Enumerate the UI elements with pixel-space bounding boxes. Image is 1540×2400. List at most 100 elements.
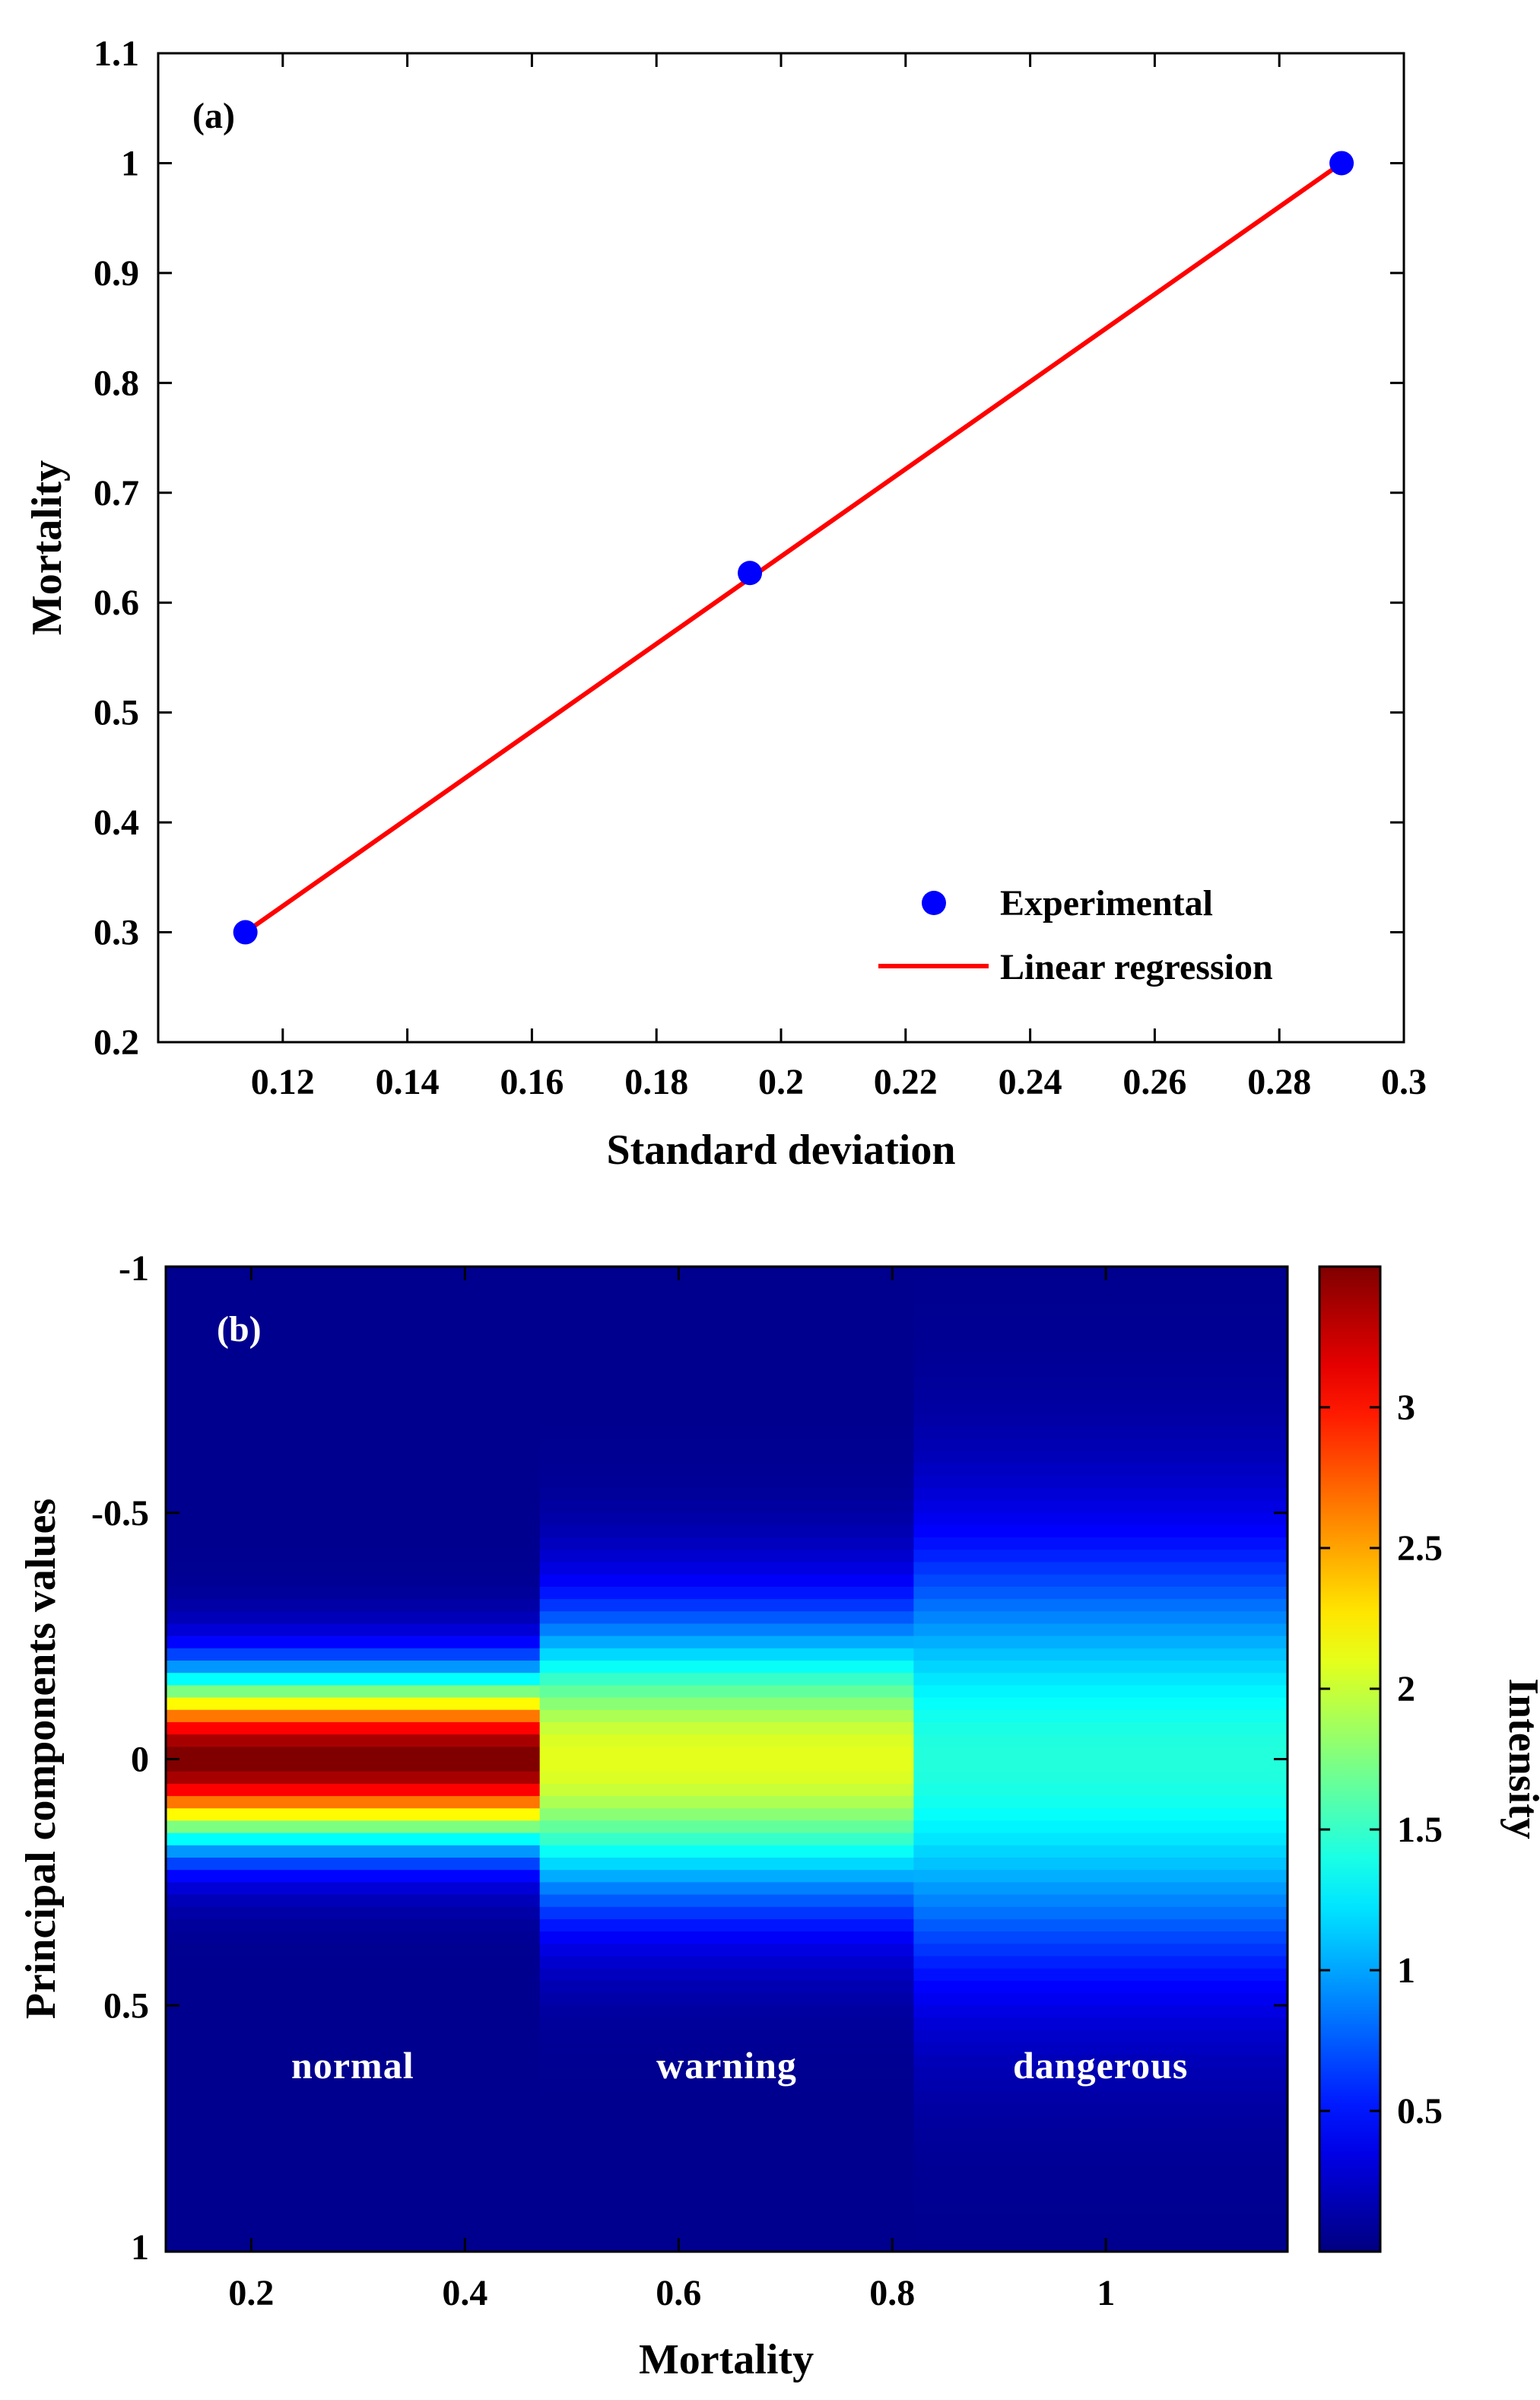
heatmap-cell bbox=[166, 1661, 541, 1674]
heatmap-cell bbox=[166, 1315, 541, 1329]
panel-a-x-axis-title: Standard deviation bbox=[607, 1127, 956, 1174]
heatmap-cell bbox=[539, 1353, 914, 1366]
heatmap-cell bbox=[913, 1574, 1288, 1588]
heatmap-cell bbox=[913, 2190, 1288, 2203]
y-tick-label: 0.8 bbox=[94, 363, 139, 403]
heatmap-cell bbox=[166, 1464, 541, 1477]
heatmap-cell bbox=[539, 1845, 914, 1858]
heatmap-cell bbox=[539, 1918, 914, 1932]
heatmap-cell bbox=[539, 1894, 914, 1908]
panel-b-y-axis-title: Principal components values bbox=[17, 1499, 65, 2019]
x-tick-label: 0.12 bbox=[251, 1062, 315, 1102]
heatmap-cell bbox=[539, 1635, 914, 1649]
heatmap-cell bbox=[539, 1574, 914, 1588]
heatmap-cell bbox=[539, 1315, 914, 1329]
heatmap-cell bbox=[913, 1747, 1288, 1760]
heatmap-cell bbox=[166, 1488, 541, 1502]
heatmap-cell bbox=[913, 1426, 1288, 1440]
legend-experimental-marker bbox=[922, 891, 946, 915]
heatmap-cell bbox=[539, 1721, 914, 1735]
heatmap-cell bbox=[913, 2141, 1288, 2154]
heatmap-cell bbox=[913, 2055, 1288, 2068]
heatmap-cell bbox=[913, 2165, 1288, 2179]
heatmap-cell bbox=[166, 2153, 541, 2166]
heatmap-cell bbox=[913, 1315, 1288, 1329]
heatmap-cell bbox=[913, 1291, 1288, 1305]
heatmap-cell bbox=[913, 1968, 1288, 1982]
heatmap-cell bbox=[539, 1882, 914, 1896]
heatmap-cell bbox=[539, 2177, 914, 2191]
heatmap-cell bbox=[913, 1870, 1288, 1883]
heatmap-cell bbox=[166, 1476, 541, 1489]
heatmap-cell bbox=[166, 1389, 541, 1403]
heatmap-cell bbox=[913, 1956, 1288, 1969]
panel-b-colorbar: 0.5 1 1.5 2 2.5 3 Intensity bbox=[1318, 1265, 1540, 2253]
y-tick-label: 1.1 bbox=[94, 33, 139, 74]
colorbar-tick-label: 1 bbox=[1397, 1950, 1415, 1991]
heatmap-cell bbox=[166, 2017, 541, 2031]
heatmap-cell bbox=[166, 1833, 541, 1846]
heatmap-cell bbox=[166, 1845, 541, 1858]
heatmap-cell bbox=[913, 1796, 1288, 1809]
heatmap-cell bbox=[539, 1661, 914, 1674]
heatmap-cell bbox=[539, 1648, 914, 1661]
heatmap-cell bbox=[539, 1426, 914, 1440]
y-tick-label: 0.9 bbox=[94, 253, 139, 294]
heatmap-cell bbox=[539, 1833, 914, 1846]
heatmap-cell bbox=[913, 1771, 1288, 1785]
legend-experimental-label: Experimental bbox=[1000, 883, 1213, 923]
heatmap-cell bbox=[539, 1956, 914, 1969]
heatmap-cell bbox=[913, 1279, 1288, 1292]
heatmap-cell bbox=[913, 2128, 1288, 2141]
colorbar-tick-label: 1.5 bbox=[1397, 1810, 1443, 1850]
heatmap-cell bbox=[913, 2005, 1288, 2019]
heatmap-cell bbox=[166, 1537, 541, 1550]
heatmap-cell bbox=[539, 1796, 914, 1809]
heatmap-cell bbox=[913, 1500, 1288, 1514]
heatmap-cell bbox=[166, 2190, 541, 2203]
colorbar-tick-label: 3 bbox=[1397, 1388, 1415, 1428]
heatmap-cell bbox=[539, 1820, 914, 1834]
heatmap-cell bbox=[166, 1858, 541, 1871]
heatmap-cell bbox=[166, 1611, 541, 1625]
heatmap-cell bbox=[913, 1327, 1288, 1341]
heatmap-cell bbox=[539, 1389, 914, 1403]
x-tick-label: 0.2 bbox=[758, 1062, 804, 1102]
heatmap-cell bbox=[913, 1783, 1288, 1797]
heatmap-cell bbox=[539, 2165, 914, 2179]
heatmap-cell bbox=[166, 1586, 541, 1600]
heatmap-cell bbox=[539, 1512, 914, 1526]
heatmap-cell bbox=[166, 1734, 541, 1747]
heatmap-cell bbox=[166, 2091, 541, 2105]
heatmap-cell bbox=[539, 1550, 914, 1563]
heatmap-cell bbox=[166, 1414, 541, 1428]
heatmap-cell bbox=[166, 1438, 541, 1452]
heatmap-cell bbox=[539, 1968, 914, 1982]
heatmap-cell bbox=[539, 1931, 914, 1944]
heatmap-cell bbox=[166, 2055, 541, 2068]
heatmap-cell bbox=[539, 1697, 914, 1711]
heatmap-cell bbox=[913, 1845, 1288, 1858]
y-tick-label: 0.5 bbox=[103, 1985, 149, 2026]
heatmap-cell bbox=[166, 1635, 541, 1649]
heatmap-cell bbox=[166, 1993, 541, 2006]
heatmap-cell bbox=[913, 2079, 1288, 2093]
heatmap-cell bbox=[913, 1488, 1288, 1502]
heatmap-cell bbox=[913, 1882, 1288, 1896]
x-tick-label: 0.16 bbox=[500, 1062, 564, 1102]
heatmap-cell bbox=[166, 1906, 541, 1920]
panel-b-zone-labels: normal warning dangerous bbox=[291, 2044, 1187, 2087]
x-tick-label: 0.26 bbox=[1122, 1062, 1186, 1102]
panel-a-y-axis-title: Mortality bbox=[24, 460, 71, 635]
heatmap-cell bbox=[539, 1500, 914, 1514]
heatmap-cell bbox=[539, 1327, 914, 1341]
heatmap-cell bbox=[539, 1476, 914, 1489]
heatmap-cell bbox=[166, 1747, 541, 1760]
heatmap-cell bbox=[913, 1438, 1288, 1452]
heatmap-cell bbox=[539, 1980, 914, 1994]
heatmap-cell bbox=[166, 2042, 541, 2055]
panel-a-plot-frame bbox=[157, 52, 1405, 1044]
heatmap-cell bbox=[166, 1980, 541, 1994]
heatmap-cell bbox=[166, 1721, 541, 1735]
heatmap-cell bbox=[913, 2103, 1288, 2117]
